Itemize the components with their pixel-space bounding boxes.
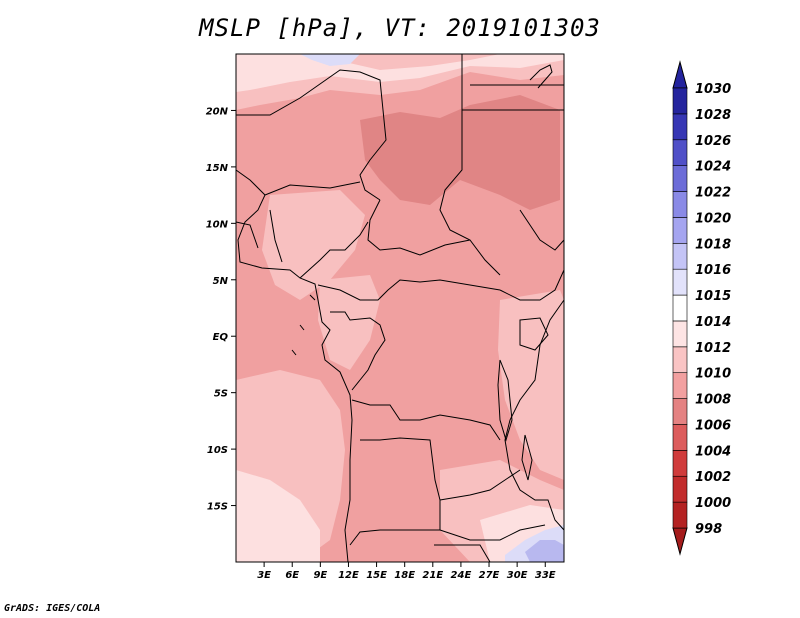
colorbar-swatch <box>672 398 688 425</box>
colorbar-swatch <box>672 475 688 503</box>
colorbar-label: 1024 <box>695 160 731 175</box>
lat-tick-label: 20N <box>206 106 229 117</box>
colorbar-label: 1018 <box>695 237 731 252</box>
map-title: MSLP [hPa], VT: 2019101303 <box>199 14 601 42</box>
border-congo <box>330 311 386 391</box>
colorbar-label: 1014 <box>695 315 731 330</box>
lat-tick-label: 5N <box>213 276 229 287</box>
colorbar-swatch <box>672 320 688 348</box>
border-sudan <box>462 84 564 111</box>
lon-tick-label: 12E <box>338 570 359 581</box>
colorbar-swatch <box>672 268 688 296</box>
coastline-east-africa <box>504 299 565 531</box>
colorbar-swatch <box>672 87 688 115</box>
border-nigeria <box>264 181 369 279</box>
field-1012-cameroon <box>318 275 380 370</box>
coast-red-sea <box>529 64 553 89</box>
border-namibia <box>434 544 491 563</box>
map-panel: 3E 6E 9E 12E 15E 18E 21E 24E 27E 30E 33E 20N 15N 10N… <box>206 53 565 581</box>
lat-tick-label: 10N <box>206 219 229 230</box>
grads-credit: GrADS: IGES/COLA <box>4 603 101 614</box>
lake-tanganyika <box>497 359 513 442</box>
lon-tick-label: 6E <box>285 570 299 581</box>
lon-tick-label: 27E <box>479 570 500 581</box>
colorbar-min-triangle <box>672 527 688 556</box>
field-1012-central <box>262 190 365 300</box>
border-drc-south <box>351 399 501 441</box>
colorbar-label: 1022 <box>695 186 731 201</box>
colorbar-label: 1000 <box>695 496 731 511</box>
colorbar-swatch <box>672 501 688 529</box>
border-zambia-zim <box>439 469 546 541</box>
colorbar-swatch <box>672 113 688 141</box>
colorbar-swatch <box>672 139 688 166</box>
lon-tick-label: 3E <box>257 570 271 581</box>
colorbar-swatch <box>672 450 688 477</box>
lat-tick-label: 15N <box>206 163 229 174</box>
colorbar-swatch <box>672 372 688 399</box>
field-1008-sahel <box>360 95 560 210</box>
colorbar-label: 1015 <box>695 289 731 304</box>
colorbar-swatch <box>672 346 688 374</box>
lon-tick-label: 24E <box>451 570 472 581</box>
colorbar-label: 1002 <box>695 470 731 485</box>
border-chad-car <box>367 199 471 256</box>
field-1014-atlantic <box>236 470 320 562</box>
border-east-misc <box>499 209 565 301</box>
border-west-misc <box>235 209 283 263</box>
lake-victoria <box>519 317 549 351</box>
map-frame <box>235 53 565 563</box>
lon-tick-label: 21E <box>422 570 443 581</box>
coastline-west-africa <box>235 169 353 563</box>
colorbar-swatch <box>672 191 688 218</box>
border-sahara <box>236 69 387 201</box>
colorbar: 998 1000 1002 1004 1006 1008 1010 1012 1014 1015 1… <box>672 60 731 556</box>
colorbar-label: 1016 <box>695 263 731 278</box>
border-libya-egypt <box>439 54 501 276</box>
field-1014-north <box>236 54 564 92</box>
coastlines-borders <box>235 54 565 563</box>
colorbar-label: 998 <box>695 522 722 537</box>
lat-tick-label: 5S <box>214 389 228 400</box>
field-1016-north <box>300 54 360 66</box>
colorbar-swatch <box>672 165 688 192</box>
field-1008-patch <box>520 118 535 135</box>
colorbar-max-triangle <box>672 60 688 89</box>
lat-tick-label: 15S <box>207 502 228 513</box>
colorbar-swatch <box>672 424 688 451</box>
colorbar-label: 1030 <box>695 82 731 97</box>
lon-axis: 3E 6E 9E 12E 15E 18E 21E 24E 27E 30E 33E <box>257 562 556 581</box>
lon-tick-label: 33E <box>535 570 556 581</box>
border-cameroon-gabon <box>317 279 501 301</box>
colorbar-label: 1026 <box>695 134 731 149</box>
coast-gulf-guinea-islands <box>291 294 316 356</box>
lon-tick-label: 30E <box>507 570 528 581</box>
lat-axis: 20N 15N 10N 5N EQ 5S 10S 15S <box>206 106 236 513</box>
lon-tick-label: 9E <box>313 570 327 581</box>
colorbar-label: 1004 <box>695 444 731 459</box>
colorbar-label: 1010 <box>695 367 731 382</box>
colorbar-swatch <box>672 217 688 244</box>
colorbar-label: 1020 <box>695 211 731 226</box>
colorbar-swatch <box>672 294 688 322</box>
lon-tick-label: 15E <box>366 570 387 581</box>
colorbar-label: 1012 <box>695 341 731 356</box>
field-1018-southeast <box>525 540 564 562</box>
border-angola <box>349 437 441 546</box>
lake-malawi <box>521 434 533 481</box>
lon-tick-label: 18E <box>394 570 415 581</box>
lat-tick-label: EQ <box>213 332 229 343</box>
colorbar-label: 1008 <box>695 393 731 408</box>
colorbar-label: 1028 <box>695 108 731 123</box>
colorbar-swatch <box>672 242 688 270</box>
pressure-field <box>236 54 564 562</box>
colorbar-label: 1006 <box>695 418 731 433</box>
lat-tick-label: 10S <box>207 445 228 456</box>
